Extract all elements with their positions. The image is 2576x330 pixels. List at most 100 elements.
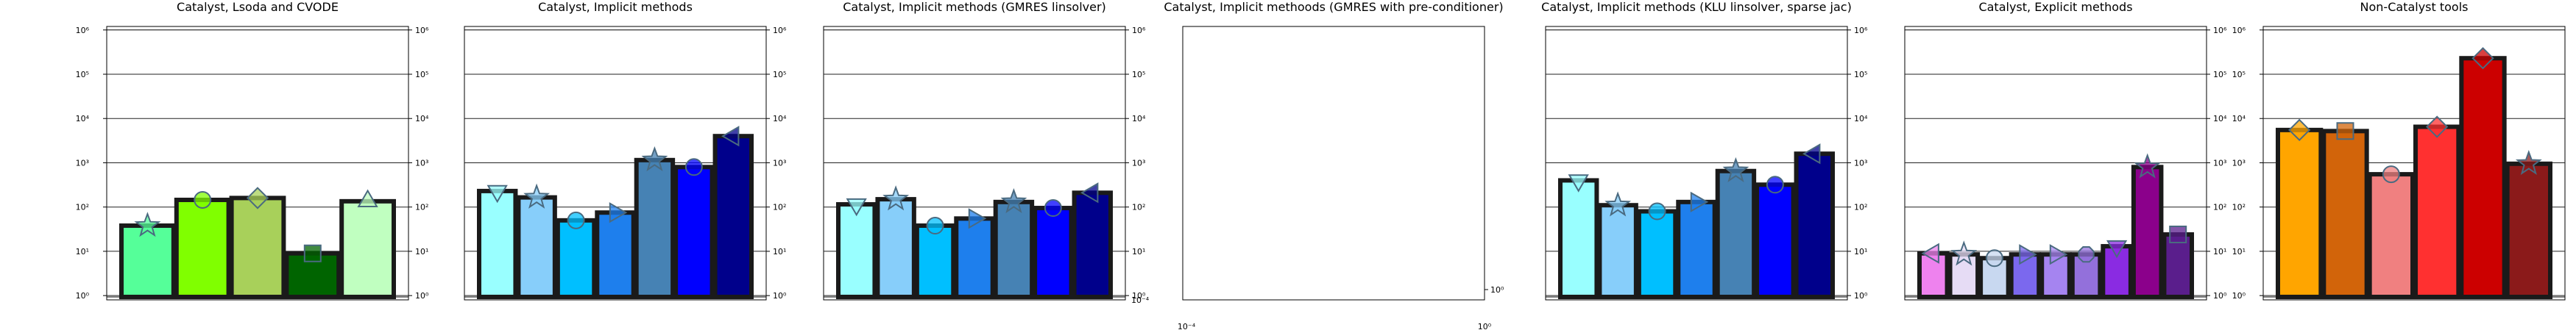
- y-tick-label: 10¹: [1132, 247, 1145, 257]
- plot-frame: [2262, 26, 2566, 301]
- y-tick-label: 10⁴: [1132, 114, 1146, 123]
- bar-marker: [2515, 149, 2542, 176]
- panel-title: Catalyst, Implicit methods: [538, 0, 693, 14]
- bar: [2413, 124, 2461, 299]
- bar-marker: [2471, 47, 2494, 70]
- bar: [595, 210, 636, 299]
- chart-panel-6: Catalyst, Explicit methods 10⁰ 10¹ 10² 10³ 10…: [1904, 0, 2227, 301]
- panel-title: Catalyst, Implicit methods (KLU linsolve…: [1541, 0, 1852, 14]
- bar-marker: [357, 189, 378, 207]
- y-tick-label: 10¹: [76, 247, 89, 257]
- bar: [712, 134, 754, 299]
- bar-marker: [1690, 191, 1709, 212]
- bar: [477, 188, 518, 299]
- panel-title: Catalyst, Explicit methods: [1978, 0, 2132, 14]
- y-tick-label: 10¹: [2232, 247, 2246, 257]
- bar: [2367, 172, 2416, 299]
- bar: [1597, 203, 1638, 299]
- bar: [1033, 206, 1074, 299]
- bar-marker: [2078, 246, 2095, 263]
- bar: [914, 223, 956, 300]
- y-tick-label: 10⁰: [2213, 291, 2227, 301]
- y-tick-label: 10⁶: [1132, 26, 1146, 35]
- y-tick-label: 10⁴: [1854, 114, 1868, 123]
- bar: [174, 197, 231, 299]
- bar: [2505, 161, 2553, 299]
- bar: [555, 218, 597, 300]
- bar-marker: [2425, 115, 2449, 138]
- bar-marker: [1080, 182, 1099, 204]
- chart-panel-1: Catalyst, Lsoda and CVODE 10⁰ 10⁰ 10¹ 10¹ 10²…: [76, 0, 429, 301]
- y-tick-label: 10⁵: [773, 70, 786, 79]
- bar-marker: [1604, 191, 1632, 217]
- y-tick-label: 10⁵: [1854, 70, 1867, 79]
- bar-marker: [641, 146, 668, 172]
- y-tick-label: 10²: [1854, 203, 1867, 212]
- y-tick-label: 10⁰: [1854, 291, 1868, 301]
- bar: [2276, 127, 2324, 299]
- y-tick-label: 10³: [76, 158, 89, 168]
- y-tick-label: 10⁶: [76, 26, 90, 35]
- bar-marker: [926, 217, 944, 235]
- y-tick-label: 10¹: [1854, 247, 1867, 257]
- bar-marker: [2106, 240, 2128, 259]
- panel-title: Non-Catalyst tools: [2360, 0, 2469, 14]
- bar-marker: [609, 202, 628, 223]
- bar-marker: [2382, 165, 2400, 184]
- bar: [1558, 178, 1599, 299]
- bar-marker: [968, 208, 987, 229]
- chart-panel-7: Non-Catalyst tools 10⁰ 10¹ 10² 10³ 10⁴ 10⁵ 10⁶: [2232, 0, 2566, 301]
- bar: [516, 195, 557, 299]
- y-tick-label: 10¹: [415, 247, 428, 257]
- y-tick-label: 10⁶: [773, 26, 787, 35]
- bar-marker: [882, 185, 910, 211]
- panel-title: Catalyst, Lsoda and CVODE: [177, 0, 339, 14]
- plot-frame: [1545, 26, 1848, 301]
- y-tick-label: 10⁴: [773, 114, 787, 123]
- y-tick-label: 10¹: [773, 247, 786, 257]
- bar-marker: [2287, 118, 2311, 142]
- bar: [2039, 252, 2072, 300]
- bar-marker: [2019, 244, 2037, 265]
- chart-panel-2: Catalyst, Implicit methods 10⁰ 10¹ 10² 10³ 10…: [464, 0, 787, 301]
- y-tick-label: 10²: [1132, 203, 1145, 212]
- y-tick-label: 10⁰: [773, 291, 787, 301]
- bar-marker: [2049, 244, 2068, 265]
- y-tick-label: 10⁰: [415, 291, 429, 301]
- y-tick-label: 10⁰: [1490, 285, 1504, 295]
- plot-frame: [464, 26, 767, 301]
- bar-marker: [523, 183, 551, 209]
- plot-frame: [106, 26, 409, 301]
- bar: [339, 198, 397, 299]
- bar: [1947, 252, 1981, 300]
- bar: [2459, 56, 2507, 300]
- bar-marker: [1044, 199, 1062, 218]
- bar: [1072, 190, 1113, 299]
- bar-marker: [1802, 143, 1821, 165]
- bar-marker: [194, 190, 212, 209]
- bar: [993, 199, 1035, 300]
- bar: [1794, 151, 1836, 299]
- bar: [836, 202, 877, 300]
- y-tick-label: 10³: [1132, 158, 1145, 168]
- bar: [2162, 232, 2194, 299]
- y-tick-label: 10⁵: [415, 70, 428, 79]
- y-tick-label: 10²: [2213, 203, 2226, 212]
- bar-marker: [1722, 157, 1749, 182]
- bar-marker: [2336, 122, 2354, 140]
- bar-marker: [246, 187, 269, 209]
- y-tick-label: 10⁵: [2213, 70, 2226, 79]
- y-tick-label: 10⁰: [2232, 291, 2246, 301]
- bar-marker: [684, 158, 703, 176]
- bar: [1755, 182, 1796, 299]
- y-tick-label: 10⁵: [1132, 70, 1145, 79]
- bar: [875, 197, 916, 300]
- bar: [119, 223, 176, 300]
- chart-panel-3: Catalyst, Implicit methods (GMRES linsol…: [823, 0, 1150, 305]
- bar: [954, 216, 995, 299]
- bar: [673, 165, 715, 299]
- y-tick-label: 10²: [2232, 203, 2246, 212]
- y-tick-label: 10²: [415, 203, 428, 212]
- bar-marker: [1921, 243, 1939, 264]
